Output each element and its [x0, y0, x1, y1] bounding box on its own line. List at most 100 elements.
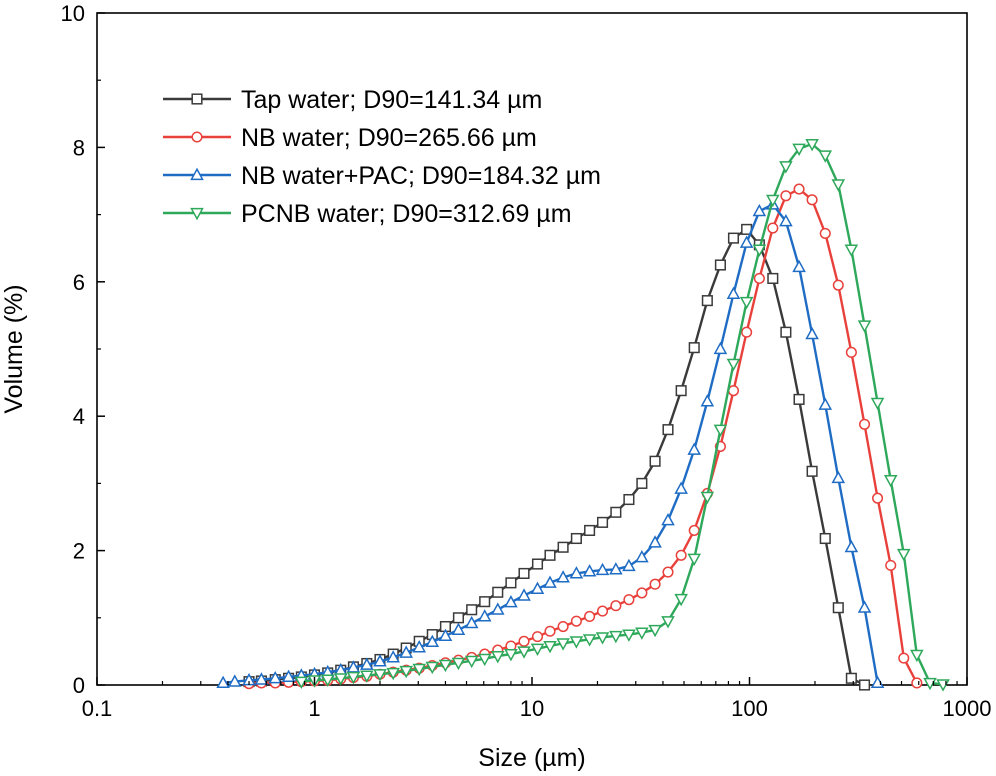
data-point	[636, 477, 648, 489]
x-tick-label: 10	[520, 696, 544, 721]
data-point	[700, 394, 715, 407]
series-line	[248, 228, 866, 687]
data-point	[610, 506, 622, 518]
data-point	[819, 532, 831, 545]
data-point	[780, 190, 792, 202]
data-point	[543, 640, 557, 654]
series-line	[248, 187, 918, 685]
data-point	[492, 586, 504, 598]
data-point	[425, 634, 440, 648]
data-point	[254, 672, 269, 685]
data-point	[543, 575, 557, 588]
data-point	[845, 672, 857, 684]
data-point	[505, 577, 517, 589]
data-point	[636, 587, 648, 599]
data-point	[741, 326, 753, 338]
data-point	[570, 615, 582, 627]
data-point	[701, 295, 713, 307]
y-tick-label: 0	[73, 673, 85, 698]
data-point	[227, 674, 242, 687]
data-point	[544, 549, 556, 561]
data-point	[831, 179, 846, 192]
legend-item: NB water+PAC; D90=184.32 µm	[163, 162, 601, 190]
data-point	[727, 385, 740, 397]
axes: 0.1 1 10 100 1000 0 2 4 6 8 10	[61, 1, 992, 721]
legend: Tap water; D90=141.34 µm NB water; D90=26…	[163, 86, 601, 228]
data-point	[595, 632, 610, 645]
legend-item: NB water; D90=265.66 µm	[163, 124, 537, 152]
data-point	[832, 602, 844, 614]
data-point	[412, 663, 426, 677]
data-point	[320, 674, 335, 687]
data-point	[687, 553, 702, 566]
data-point	[490, 651, 505, 664]
data-point	[596, 605, 609, 617]
data-point	[766, 194, 780, 208]
data-point	[570, 532, 582, 545]
data-point	[477, 609, 492, 622]
data-point	[727, 232, 740, 244]
legend-marker	[190, 167, 204, 181]
data-point	[584, 524, 596, 536]
data-point	[399, 645, 413, 658]
data-point	[752, 203, 767, 217]
x-tick-label: 1000	[943, 696, 992, 721]
series-3	[216, 197, 885, 689]
data-point	[477, 653, 492, 667]
data-point	[857, 320, 872, 333]
data-point	[806, 194, 818, 206]
x-tick-label: 0.1	[82, 696, 113, 721]
legend-item: Tap water; D90=141.34 µm	[163, 86, 542, 114]
data-point	[479, 596, 491, 608]
data-point	[596, 516, 609, 528]
data-point	[373, 669, 387, 682]
data-point	[518, 567, 530, 579]
data-point	[609, 630, 623, 644]
data-point	[557, 620, 569, 633]
data-point	[451, 622, 466, 635]
data-point	[713, 341, 728, 355]
data-point	[661, 513, 675, 526]
data-point	[386, 650, 400, 663]
data-point	[870, 397, 885, 411]
data-point	[858, 679, 871, 691]
legend-label: NB water; D90=265.66 µm	[241, 124, 537, 152]
data-point	[373, 654, 387, 667]
legend-marker	[191, 131, 203, 143]
data-point	[466, 604, 478, 616]
data-point	[518, 635, 530, 647]
data-point	[412, 640, 426, 653]
data-point	[675, 385, 687, 397]
data-point	[780, 326, 792, 338]
data-point	[399, 665, 413, 679]
legend-label: Tap water; D90=141.34 µm	[241, 86, 542, 114]
data-point	[346, 671, 361, 685]
data-point	[898, 652, 910, 664]
data-point	[281, 669, 296, 683]
data-point	[584, 610, 596, 623]
data-point	[609, 562, 623, 575]
legend-marker	[190, 207, 204, 221]
data-point	[569, 636, 584, 649]
data-point	[464, 615, 479, 629]
x-tick-label: 100	[731, 696, 768, 721]
data-point	[739, 235, 754, 248]
data-point	[713, 424, 728, 437]
data-point	[504, 595, 518, 608]
y-tick-label: 4	[73, 404, 85, 429]
data-point	[610, 600, 622, 612]
data-point	[910, 649, 924, 663]
data-point	[792, 259, 806, 273]
series-4	[294, 138, 950, 692]
series-2	[243, 183, 923, 690]
data-point	[531, 558, 544, 570]
data-point	[752, 244, 767, 257]
data-point	[662, 424, 674, 436]
data-point	[793, 183, 805, 195]
data-point	[688, 524, 700, 536]
data-point	[872, 492, 884, 504]
data-point	[911, 677, 923, 689]
data-point	[662, 566, 674, 578]
data-point	[595, 562, 610, 576]
